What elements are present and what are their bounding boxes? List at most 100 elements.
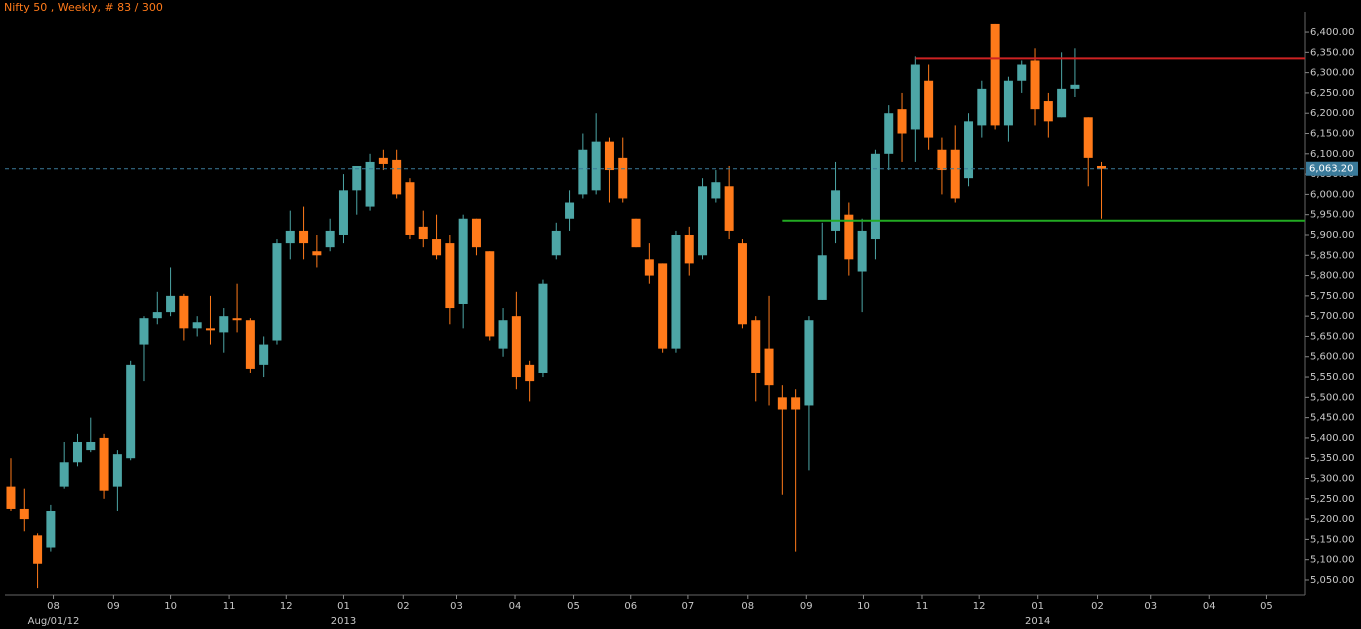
x-period-label: 2014	[1025, 616, 1050, 627]
y-tick-label: 5,050.00	[1310, 575, 1355, 586]
candle-body	[631, 218, 641, 248]
candle-body	[1083, 117, 1093, 158]
candle-body	[259, 344, 269, 365]
candle-body	[312, 251, 322, 256]
candle-body	[86, 441, 96, 451]
y-tick-label: 5,550.00	[1310, 372, 1355, 383]
y-tick-label: 6,400.00	[1310, 27, 1355, 38]
candle-body	[352, 165, 362, 191]
candle-body	[644, 259, 654, 276]
candle-body	[791, 397, 801, 410]
x-tick-label: 01	[337, 601, 350, 612]
candle-body	[445, 243, 455, 309]
candle-body	[232, 318, 242, 321]
candle-body	[272, 243, 282, 341]
candle-body	[924, 80, 934, 138]
candle-body	[1057, 88, 1067, 118]
candle-body	[365, 161, 375, 207]
candle-body	[59, 462, 69, 487]
x-tick-label: 01	[1031, 601, 1044, 612]
x-tick-label: 02	[397, 601, 410, 612]
y-tick-label: 5,650.00	[1310, 331, 1355, 342]
candle-body	[471, 218, 481, 248]
chart-title: Nifty 50 , Weekly, # 83 / 300	[4, 1, 163, 14]
last-price-label: 6,063.20	[1309, 164, 1354, 175]
candle-body	[325, 230, 335, 248]
x-period-label: Aug/01/12	[28, 616, 80, 627]
y-tick-label: 5,600.00	[1310, 352, 1355, 363]
y-tick-label: 5,950.00	[1310, 210, 1355, 221]
x-tick-label: 08	[741, 601, 754, 612]
candle-body	[804, 320, 814, 406]
candle-body	[831, 190, 841, 231]
y-tick-label: 6,250.00	[1310, 88, 1355, 99]
candle-body	[711, 182, 721, 199]
candle-body	[378, 157, 388, 164]
x-tick-label: 06	[624, 601, 637, 612]
candle-body	[844, 214, 854, 260]
candle-body	[126, 364, 136, 459]
candle-body	[604, 141, 614, 171]
candle-body	[884, 113, 894, 154]
candle-body	[432, 239, 442, 256]
candle-body	[551, 230, 561, 256]
x-tick-label: 04	[1203, 601, 1216, 612]
x-period-label: 2013	[331, 616, 356, 627]
y-tick-label: 6,100.00	[1310, 149, 1355, 160]
x-tick-label: 10	[164, 601, 177, 612]
candle-body	[392, 159, 402, 195]
candle-body	[870, 153, 880, 240]
candle-body	[46, 510, 56, 548]
x-tick-label: 03	[450, 601, 463, 612]
x-tick-label: 02	[1091, 601, 1104, 612]
candle-body	[179, 295, 189, 329]
candle-body	[192, 322, 202, 329]
candle-body	[1043, 101, 1053, 122]
candle-body	[139, 318, 149, 345]
candle-body	[751, 320, 761, 373]
candle-body	[19, 508, 29, 520]
candle-body	[485, 251, 495, 337]
x-tick-label: 12	[973, 601, 986, 612]
candle-body	[205, 328, 215, 331]
candle-body	[618, 157, 628, 199]
y-tick-label: 5,400.00	[1310, 433, 1355, 444]
candle-body	[112, 454, 122, 487]
candle-body	[458, 218, 468, 304]
candle-body	[578, 149, 588, 195]
last-price-tag	[1306, 161, 1358, 176]
y-tick-label: 5,500.00	[1310, 392, 1355, 403]
y-tick-label: 5,300.00	[1310, 474, 1355, 485]
candle-body	[817, 255, 827, 300]
candle-body	[285, 230, 295, 244]
y-tick-label: 5,850.00	[1310, 250, 1355, 261]
candle-body	[245, 320, 255, 369]
candle-body	[498, 320, 508, 349]
candle-body	[511, 316, 521, 378]
candle-body	[99, 437, 109, 491]
candle-body	[990, 23, 1000, 126]
candle-body	[698, 186, 708, 256]
candle-body	[1030, 60, 1040, 110]
candle-body	[857, 230, 867, 272]
candle-body	[737, 243, 747, 325]
x-tick-label: 11	[223, 601, 236, 612]
candle-body	[937, 149, 947, 171]
candle-body	[977, 88, 987, 126]
candle-body	[1097, 165, 1107, 169]
y-tick-label: 5,200.00	[1310, 514, 1355, 525]
candle-body	[33, 535, 43, 564]
candle-body	[72, 441, 82, 463]
candle-body	[219, 316, 229, 333]
candle-body	[658, 263, 668, 349]
candle-body	[525, 364, 535, 382]
x-tick-label: 12	[280, 601, 293, 612]
candle-body	[591, 141, 601, 191]
x-tick-label: 05	[567, 601, 580, 612]
candle-body	[538, 283, 548, 373]
y-tick-label: 5,250.00	[1310, 494, 1355, 505]
x-tick-label: 03	[1144, 601, 1157, 612]
candle-body	[418, 226, 428, 240]
